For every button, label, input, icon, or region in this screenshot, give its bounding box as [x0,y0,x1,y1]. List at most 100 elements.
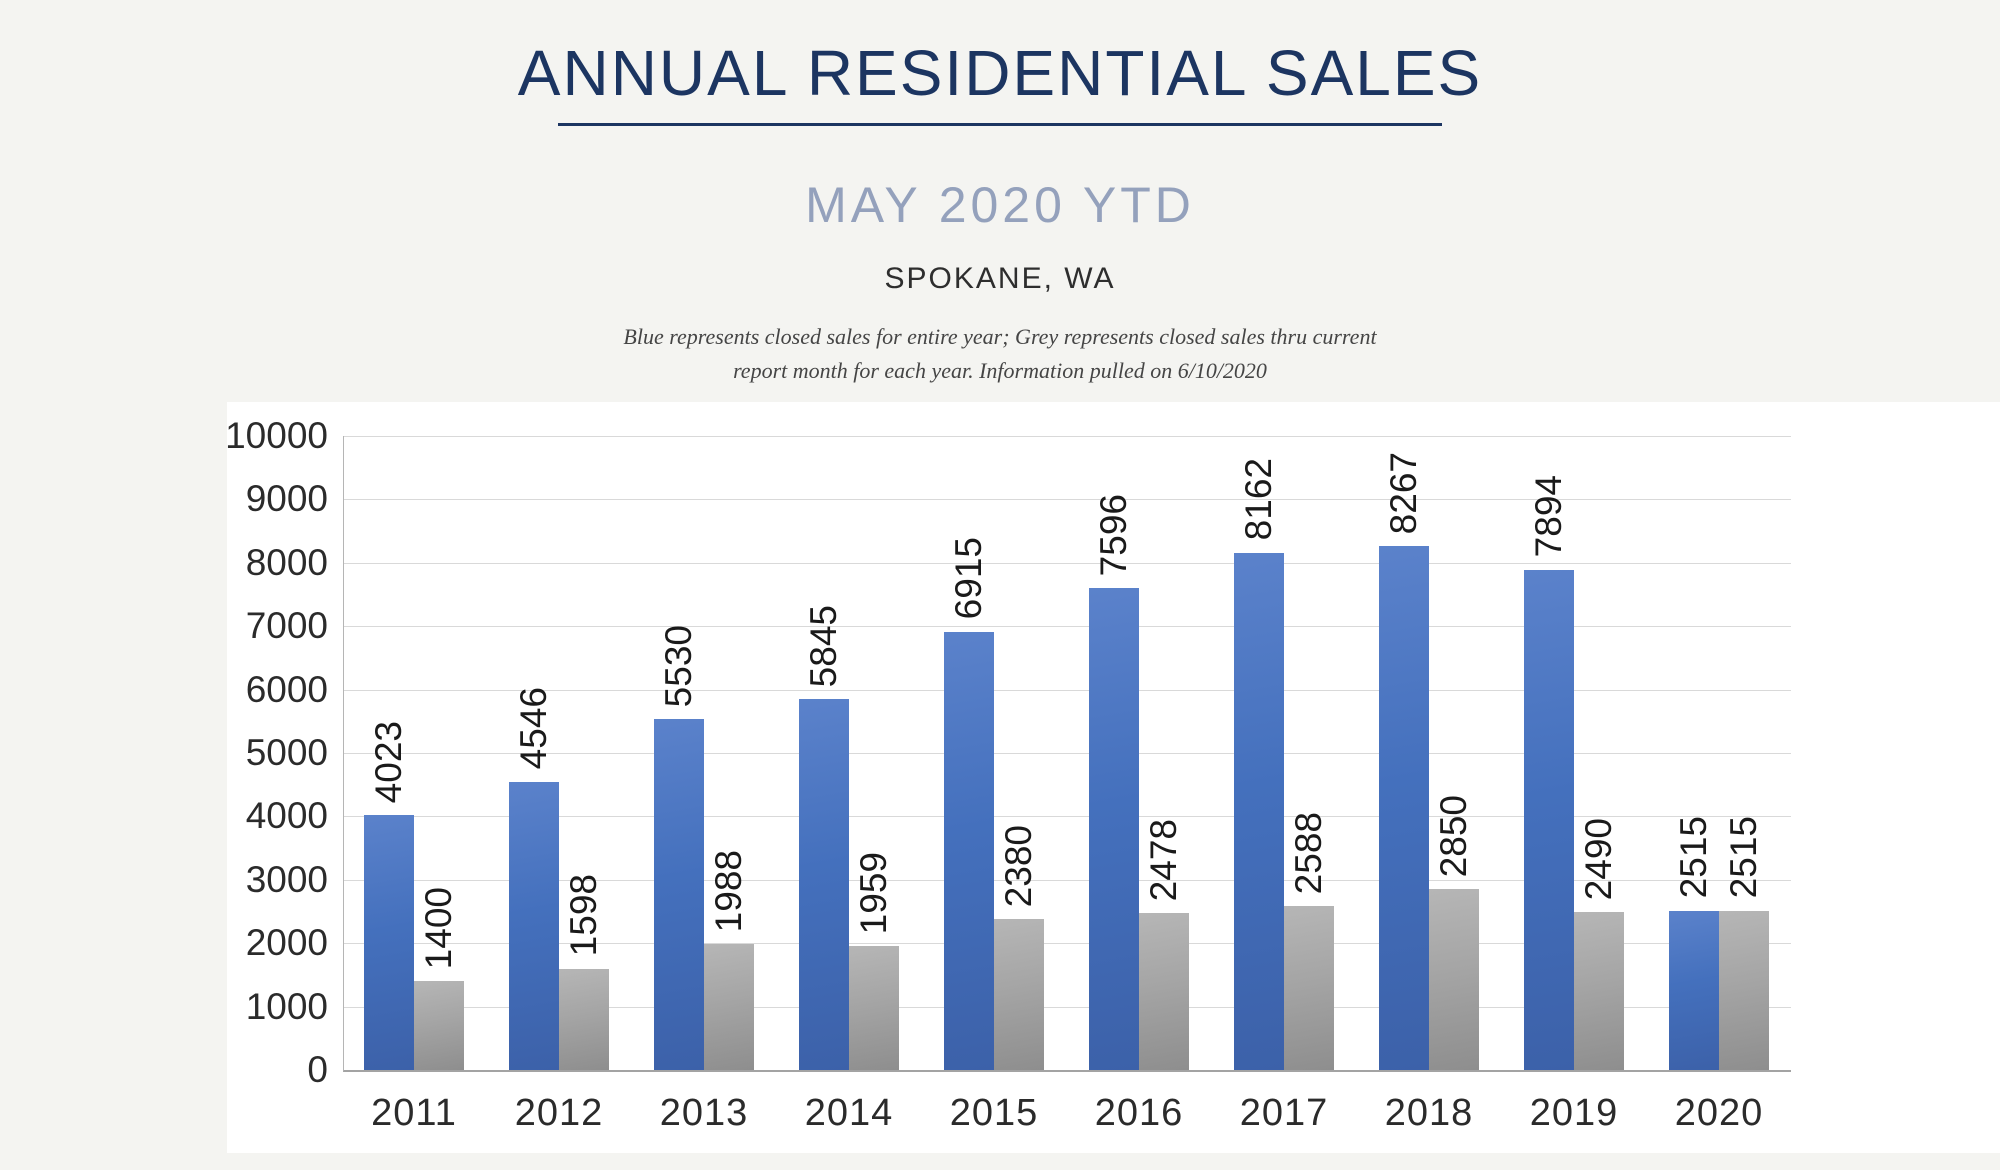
bar-chart-plot-area: 0 1000 2000 3000 4000 5000 6000 7000 8000 9000 100… [225,415,1791,1134]
bar-value-label-grey-2011: 1400 [418,886,459,970]
bar-value-label-wrap: 7596 [1089,494,1139,576]
bar-value-label-wrap: 2850 [1429,795,1479,877]
legend-note-line2: report month for each year. Information … [733,358,1267,383]
title-underline [558,123,1442,126]
legend-note-line1: Blue represents closed sales for entire … [623,324,1377,349]
bar-cluster-2016: 7596 2478 2016 [1089,436,1189,1134]
y-tick-label-3000: 3000 [245,858,328,900]
bar-cluster-2015: 6915 2380 2015 [944,436,1044,1134]
y-tick-label-1000: 1000 [245,985,328,1027]
y-tick-label-6000: 6000 [245,668,328,710]
bar-series-container: 4023 1400 2011 4546 1598 2012 5530 1988 2013 5845… [344,436,1791,1134]
bar-grey-2017: 2588 [1284,812,1334,1070]
gridline-3000 [344,879,1791,881]
bar-value-label-wrap: 7894 [1524,475,1574,557]
bar-grey-2014: 1959 [849,852,899,1070]
gridline-10000 [344,436,1791,437]
bar-value-label-wrap: 1400 [414,887,464,969]
x-axis-label-2017: 2017 [1239,1092,1329,1134]
bar-value-label-wrap: 2490 [1574,818,1624,900]
bar-grey-2016: 2478 [1139,819,1189,1070]
bar-value-label-blue-2016: 7596 [1093,494,1134,577]
gridline-8000 [344,562,1791,564]
bar-value-label-blue-2013: 5530 [658,625,699,708]
x-axis-label-2013: 2013 [659,1092,749,1134]
bar-value-label-blue-2014: 5845 [803,605,844,688]
x-axis-label-2015: 2015 [949,1092,1039,1134]
bar-cluster-2011: 4023 1400 2011 [364,436,464,1134]
bar-value-label-grey-2014: 1959 [853,851,894,934]
bar-value-label-grey-2017: 2588 [1288,811,1329,894]
gridline-2000 [344,943,1791,945]
bar-cluster-2019: 7894 2490 2019 [1524,436,1624,1134]
x-axis-label-2014: 2014 [804,1092,894,1134]
bar-blue-2016: 7596 [1089,494,1139,1070]
bar-value-label-grey-2019: 2490 [1578,817,1619,901]
y-tick-label-9000: 9000 [245,478,328,520]
bar-value-label-wrap: 4023 [364,721,414,803]
bar-value-label-wrap: 2515 [1719,816,1769,898]
bar-value-label-wrap: 1959 [849,852,899,934]
bar-value-label-wrap: 5845 [799,605,849,687]
bar-blue-2018: 8267 [1379,452,1429,1070]
bar-value-label-blue-2020: 2515 [1673,816,1714,899]
bar-blue-2017: 8162 [1234,458,1284,1070]
gridline-9000 [344,499,1791,501]
bar-grey-2018: 2850 [1429,795,1479,1070]
bar-value-label-wrap: 2515 [1669,816,1719,898]
bar-value-label-grey-2020: 2515 [1723,816,1764,899]
bar-value-label-blue-2018: 8267 [1383,451,1424,534]
bar-value-label-wrap: 1988 [704,850,754,932]
gridline-7000 [344,626,1791,628]
x-axis-label-2018: 2018 [1384,1092,1474,1134]
gridline-6000 [344,689,1791,691]
bar-cluster-2013: 5530 1988 2013 [654,436,754,1134]
bar-blue-2011: 4023 [364,721,414,1070]
page-title: ANNUAL RESIDENTIAL SALES [517,37,1483,109]
bar-value-label-blue-2011: 4023 [368,720,409,803]
bar-blue-2019: 7894 [1524,475,1574,1070]
x-axis-label-2019: 2019 [1529,1092,1619,1134]
bar-grey-2013: 1988 [704,850,754,1070]
report-header: ANNUAL RESIDENTIAL SALES MAY 2020 YTD SP… [0,0,2000,388]
bar-value-label-blue-2017: 8162 [1238,458,1279,541]
bar-value-label-wrap: 2588 [1284,812,1334,894]
bar-value-label-wrap: 8162 [1234,458,1284,540]
report-period-subtitle: MAY 2020 YTD [805,177,1195,233]
bar-value-label-wrap: 5530 [654,625,704,707]
x-axis-label-2020: 2020 [1674,1092,1764,1134]
bar-value-label-wrap: 6915 [944,537,994,619]
bar-cluster-2020: 2515 2515 2020 [1669,436,1769,1134]
bar-value-label-blue-2019: 7894 [1528,475,1569,558]
bar-value-label-wrap: 2478 [1139,819,1189,901]
bar-blue-2014: 5845 [799,605,849,1070]
gridline-5000 [344,753,1791,754]
y-tick-label-5000: 5000 [245,732,328,773]
y-tick-label-7000: 7000 [245,605,328,647]
bar-value-label-blue-2015: 6915 [948,537,989,620]
bar-cluster-2017: 8162 2588 2017 [1234,436,1334,1134]
bar-value-label-grey-2018: 2850 [1433,795,1474,878]
y-tick-label-4000: 4000 [245,795,328,837]
bar-cluster-2018: 8267 2850 2018 [1379,436,1479,1134]
y-tick-label-10000: 10000 [225,415,328,456]
bar-value-label-wrap: 8267 [1379,452,1429,534]
report-location: SPOKANE, WA [884,262,1116,295]
bar-value-label-blue-2012: 4546 [513,687,554,770]
chart-panel: 0 1000 2000 3000 4000 5000 6000 7000 8000 9000 100… [225,402,2000,1153]
bar-cluster-2014: 5845 1959 2014 [799,436,899,1134]
bar-grey-2015: 2380 [994,825,1044,1070]
x-axis-label-2011: 2011 [371,1092,457,1134]
x-axis-label-2012: 2012 [514,1092,604,1134]
bar-grey-2011: 1400 [414,887,464,1070]
y-tick-label-0: 0 [307,1049,328,1090]
bar-value-label-grey-2012: 1598 [563,874,604,957]
bar-value-label-grey-2013: 1988 [708,849,749,932]
bar-value-label-wrap: 1598 [559,874,609,956]
bar-value-label-wrap: 4546 [509,687,559,769]
bar-grey-2019: 2490 [1574,818,1624,1070]
gridline-1000 [344,1006,1791,1008]
y-axis: 0 1000 2000 3000 4000 5000 6000 7000 8000 9000 100… [198,415,328,1090]
y-tick-label-2000: 2000 [245,922,328,964]
bar-grey-2020: 2515 [1719,816,1769,1070]
